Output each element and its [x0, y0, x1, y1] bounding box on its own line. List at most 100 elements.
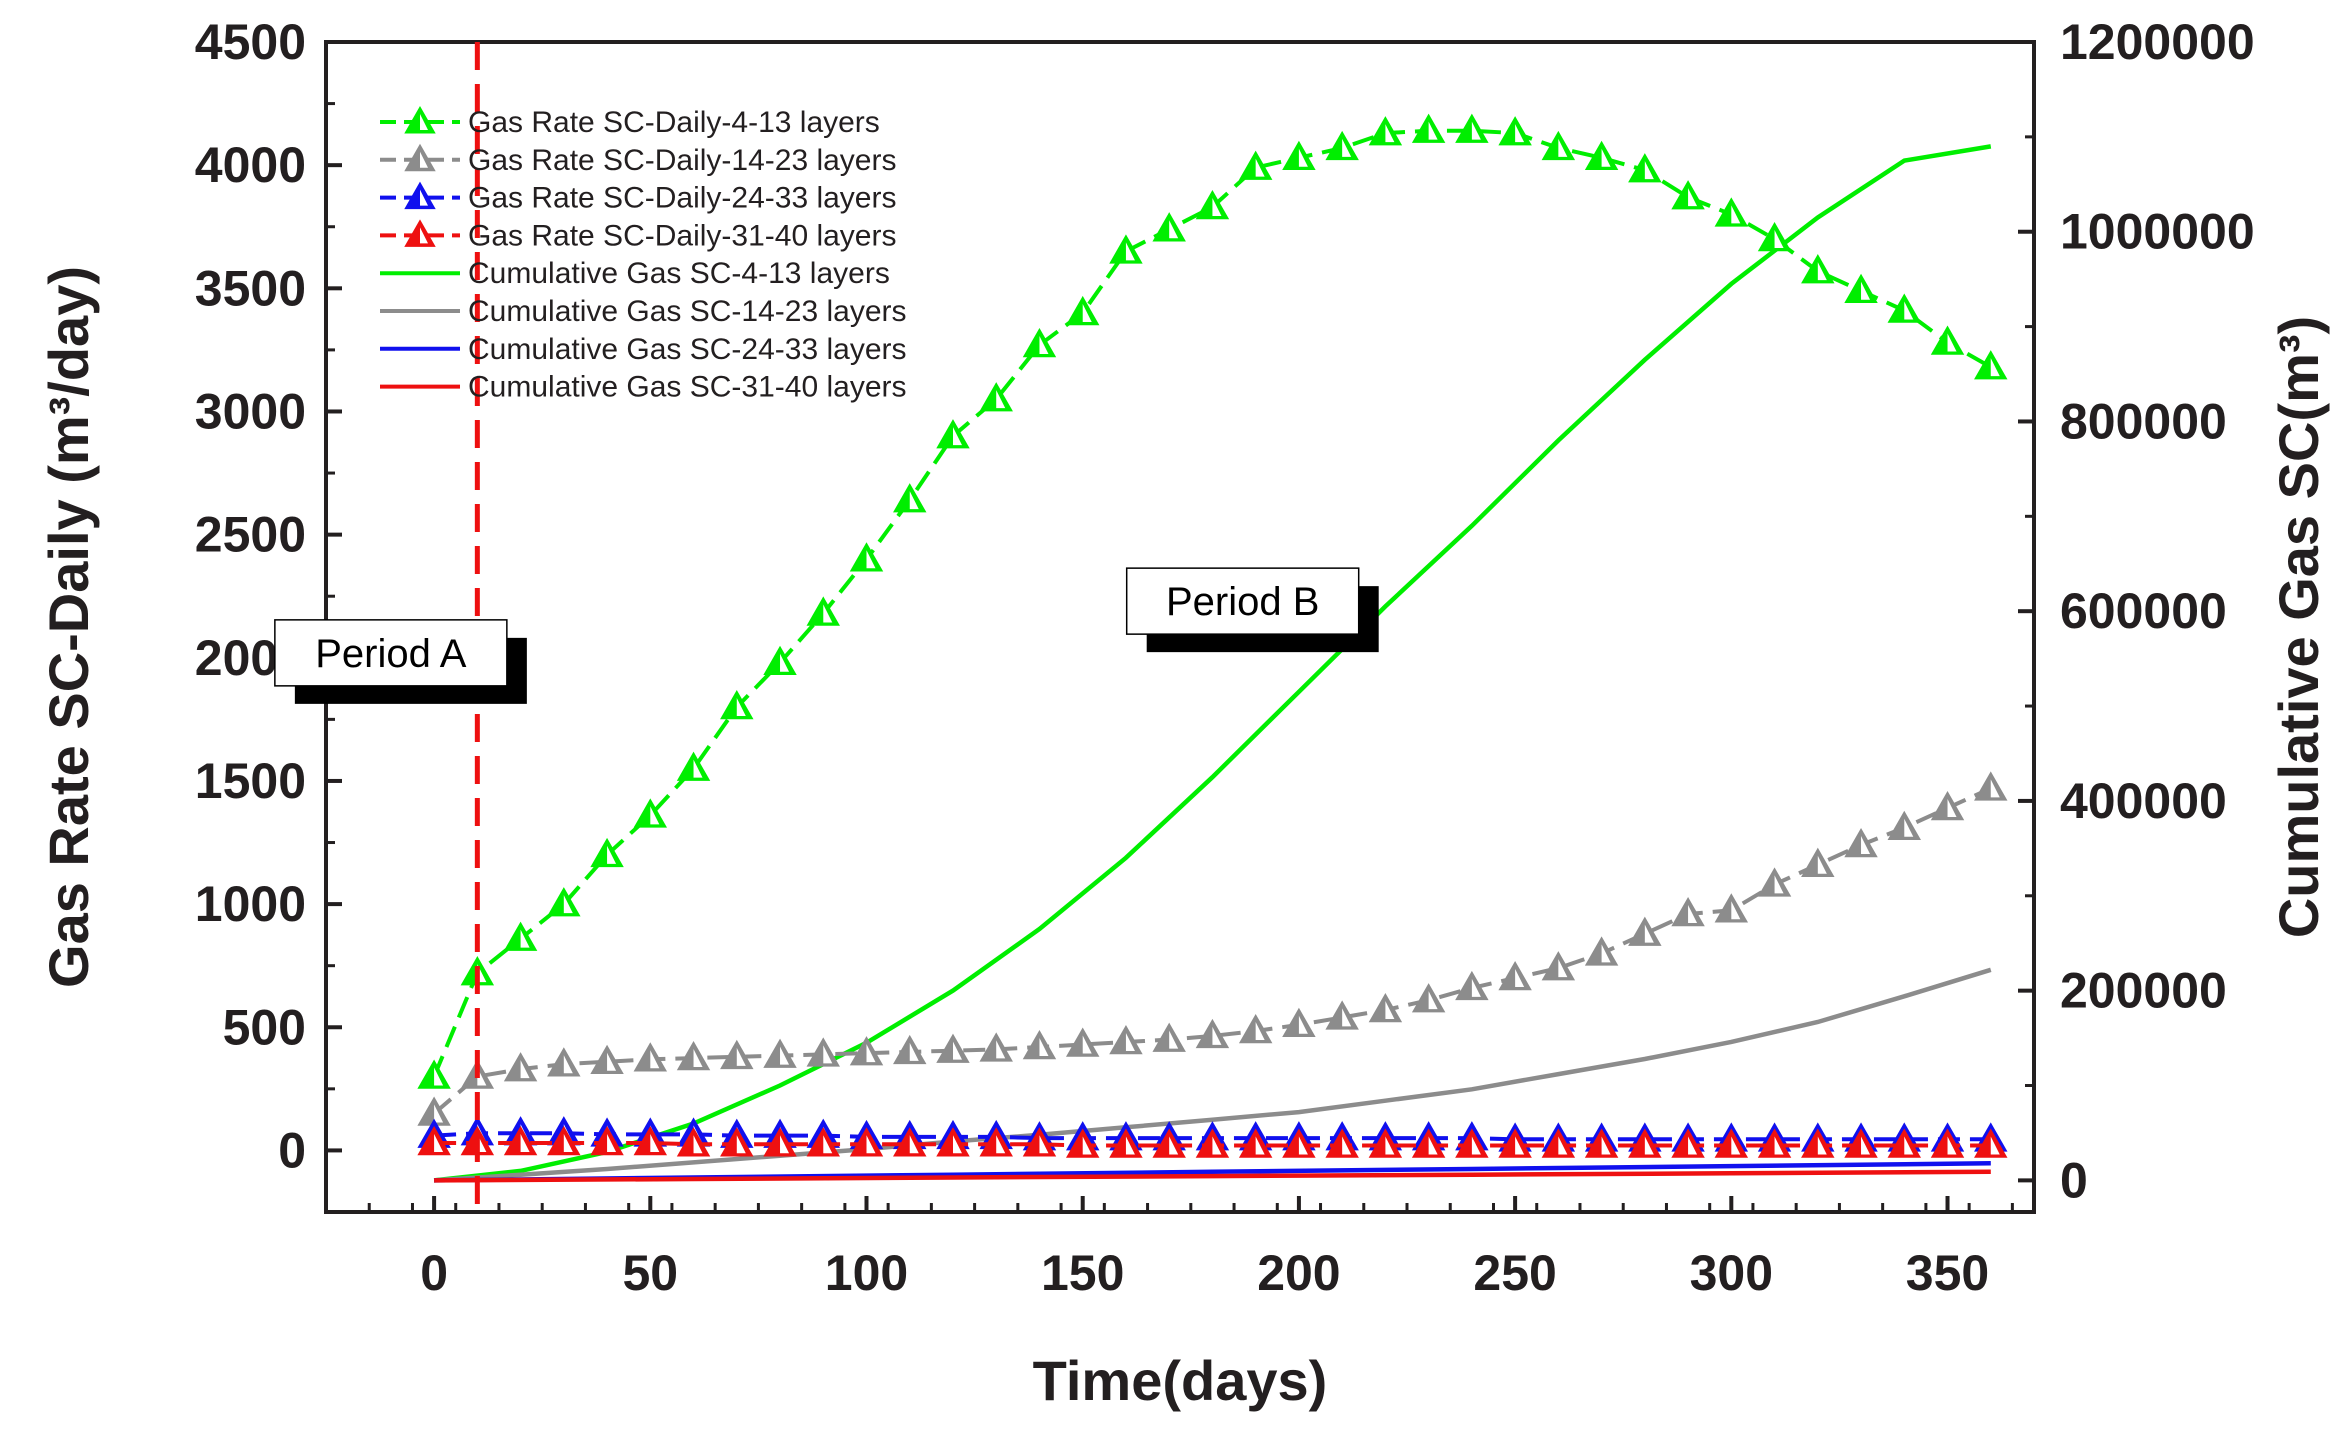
rate-marker-highlight	[1817, 262, 1827, 281]
cumulative-line	[434, 1169, 1991, 1183]
y-left-tick-label: 1000	[195, 876, 306, 932]
rate-marker-highlight	[823, 1135, 833, 1154]
rate-marker-highlight	[996, 390, 1006, 409]
y-right-tick-label: 800000	[2060, 393, 2227, 449]
rate-marker-highlight	[1601, 148, 1611, 167]
rate-marker-highlight	[1774, 230, 1784, 249]
rate-marker-highlight	[866, 550, 876, 569]
rate-marker-highlight	[693, 1049, 703, 1068]
rate-marker-highlight	[1298, 1136, 1308, 1155]
rate-marker-highlight	[693, 759, 703, 778]
x-tick-label: 350	[1906, 1245, 1989, 1301]
rate-marker-highlight	[1298, 1015, 1308, 1034]
rate-marker-highlight	[909, 491, 919, 510]
rate-marker-highlight	[1212, 198, 1222, 217]
rate-marker-highlight	[1082, 1035, 1092, 1054]
annotation-label: Period A	[315, 632, 467, 676]
rate-marker-highlight	[952, 427, 962, 446]
legend-label: Cumulative Gas SC-14-23 layers	[468, 295, 907, 328]
rate-marker-highlight	[1731, 205, 1741, 224]
rate-marker-highlight	[1428, 991, 1438, 1010]
rate-marker-highlight	[780, 653, 790, 672]
rate-marker-highlight	[866, 1044, 876, 1063]
rate-marker-highlight	[520, 929, 530, 948]
y-left-tick-label: 1500	[195, 753, 306, 809]
rate-marker-highlight	[1558, 959, 1568, 978]
rate-marker-highlight	[520, 1060, 530, 1079]
legend-label: Gas Rate SC-Daily-31-40 layers	[468, 219, 896, 252]
y-right-tick-label: 1200000	[2060, 14, 2255, 70]
rate-marker-highlight	[1125, 242, 1135, 261]
legend-label: Gas Rate SC-Daily-24-33 layers	[468, 182, 896, 215]
x-tick-label: 150	[1041, 1245, 1124, 1301]
y-right-tick-label: 600000	[2060, 583, 2227, 639]
y-right-tick-label: 400000	[2060, 773, 2227, 829]
rate-marker-highlight	[1169, 220, 1179, 239]
rate-marker-highlight	[650, 806, 660, 825]
rate-marker-highlight	[1515, 969, 1525, 987]
rate-marker-highlight	[823, 1045, 833, 1064]
rate-marker-highlight	[1428, 121, 1438, 140]
legend-label: Gas Rate SC-Daily-14-23 layers	[468, 144, 896, 177]
legend-marker-highlight	[420, 227, 428, 244]
x-tick-label: 250	[1473, 1245, 1556, 1301]
rate-marker-highlight	[1774, 875, 1784, 894]
rate-marker-highlight	[1947, 1136, 1957, 1155]
rate-marker-highlight	[1731, 1136, 1741, 1155]
y-left-tick-label: 500	[223, 999, 306, 1055]
rate-marker-highlight	[650, 1134, 660, 1153]
rate-marker-highlight	[1990, 358, 2000, 377]
y-right-tick-label: 0	[2060, 1152, 2088, 1208]
rate-marker-highlight	[434, 1104, 444, 1123]
annotation-box	[274, 619, 508, 687]
y-left-tick-label: 0	[278, 1122, 306, 1178]
rate-marker-highlight	[1039, 1135, 1049, 1154]
x-axis-title: Time(days)	[1033, 1349, 1328, 1412]
legend-label: Cumulative Gas SC-24-33 layers	[468, 333, 907, 366]
rate-marker-highlight	[1471, 978, 1481, 997]
y-left-tick-label: 4000	[195, 137, 306, 193]
rate-marker-highlight	[1255, 1021, 1265, 1040]
rate-marker-highlight	[1342, 1008, 1352, 1027]
rate-marker-highlight	[780, 1135, 790, 1154]
rate-marker-highlight	[1515, 1136, 1525, 1155]
rate-marker-highlight	[1039, 1037, 1049, 1056]
rate-marker-highlight	[1342, 1136, 1352, 1155]
rate-marker-highlight	[1212, 1026, 1222, 1045]
rate-marker-highlight	[996, 1135, 1006, 1154]
x-tick-label: 50	[622, 1245, 678, 1301]
rate-marker-highlight	[1774, 1136, 1784, 1155]
rate-marker-highlight	[1817, 855, 1827, 874]
rate-marker-highlight	[1471, 1136, 1481, 1155]
rate-marker-highlight	[909, 1042, 919, 1061]
rate-marker-highlight	[1255, 158, 1265, 177]
rate-marker-highlight	[1385, 1136, 1395, 1155]
rate-marker-highlight	[1644, 1136, 1654, 1155]
rate-marker-highlight	[520, 1134, 530, 1153]
rate-marker-highlight	[1558, 1136, 1568, 1155]
y-right-tick-label: 1000000	[2060, 204, 2255, 260]
rate-marker-highlight	[1601, 944, 1611, 963]
rate-marker-highlight	[434, 1067, 444, 1086]
rate-marker-highlight	[952, 1041, 962, 1060]
rate-marker-highlight	[909, 1135, 919, 1154]
y-left-axis-title: Gas Rate SC-Daily (m³/day)	[37, 266, 100, 988]
y-right-tick-label: 200000	[2060, 963, 2227, 1019]
rate-marker-highlight	[1342, 138, 1352, 157]
x-tick-label: 200	[1257, 1245, 1340, 1301]
rate-marker-highlight	[1990, 779, 2000, 798]
x-tick-label: 0	[420, 1245, 448, 1301]
rate-marker-highlight	[1125, 1136, 1135, 1155]
legend-label: Cumulative Gas SC-4-13 layers	[468, 257, 890, 290]
rate-marker-highlight	[1947, 799, 1957, 818]
rate-marker-highlight	[1515, 124, 1525, 143]
rate-marker-highlight	[563, 1055, 573, 1074]
legend-marker-highlight	[420, 151, 428, 168]
legend-marker-highlight	[420, 189, 428, 206]
x-tick-label: 300	[1690, 1245, 1773, 1301]
y-left-tick-label: 3500	[195, 260, 306, 316]
rate-marker-highlight	[780, 1046, 790, 1065]
rate-marker-highlight	[1904, 818, 1914, 837]
y-left-tick-label: 2500	[195, 507, 306, 563]
rate-marker-highlight	[1558, 138, 1568, 157]
